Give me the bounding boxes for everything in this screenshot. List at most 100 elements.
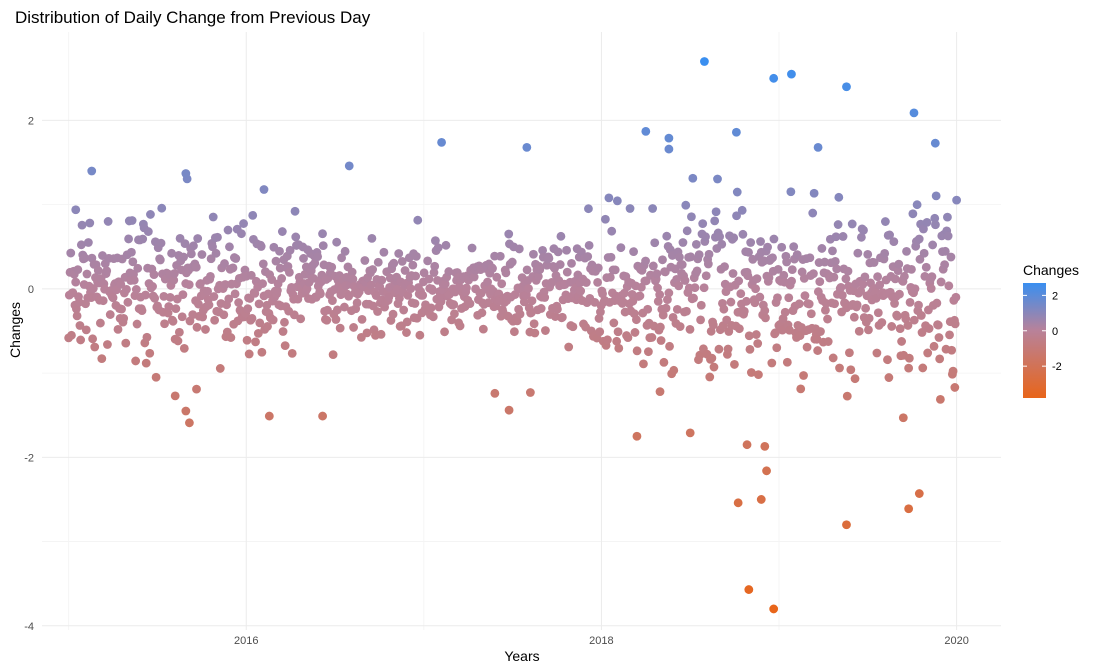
data-point [696, 315, 705, 325]
data-point [357, 314, 367, 324]
data-point [278, 327, 288, 336]
data-point [907, 264, 916, 274]
data-point [423, 256, 433, 266]
data-point [186, 249, 196, 259]
data-point [904, 353, 914, 363]
data-point [674, 281, 684, 291]
y-tick-label: -4 [24, 621, 34, 633]
data-point [179, 343, 189, 353]
data-point [843, 266, 853, 276]
data-point [149, 270, 159, 280]
data-point [123, 297, 133, 307]
data-point [400, 266, 410, 275]
data-point [360, 256, 370, 265]
data-point [786, 187, 796, 197]
data-point [522, 142, 532, 152]
data-point [512, 316, 522, 326]
data-point [418, 291, 428, 300]
data-point [148, 282, 157, 291]
data-point [691, 239, 701, 249]
data-point [555, 260, 565, 269]
data-point [437, 137, 446, 147]
data-point [892, 311, 902, 321]
data-point [700, 57, 709, 66]
data-point [704, 249, 714, 259]
data-point [444, 267, 454, 276]
data-point [246, 270, 256, 280]
data-point [318, 229, 327, 239]
data-point [399, 305, 409, 315]
data-point [887, 322, 897, 331]
data-point [433, 243, 443, 253]
data-point [698, 219, 708, 229]
data-point [864, 313, 874, 323]
data-point [525, 388, 535, 397]
data-point [368, 265, 378, 274]
data-point [501, 268, 511, 278]
data-point [157, 203, 167, 213]
data-point [497, 279, 507, 289]
data-point [750, 298, 760, 308]
data-point [616, 243, 626, 253]
data-point [273, 286, 282, 295]
data-point [655, 290, 665, 300]
data-point [701, 271, 711, 281]
data-point [208, 242, 217, 252]
data-point [904, 504, 914, 514]
data-point [564, 342, 574, 352]
data-point [919, 224, 928, 234]
data-point [643, 304, 653, 314]
data-point [203, 286, 212, 296]
data-point [191, 262, 201, 272]
data-point [289, 310, 299, 320]
data-point [121, 338, 131, 348]
data-point [612, 336, 622, 346]
data-point [927, 272, 937, 282]
points-layer [64, 57, 961, 614]
data-point [655, 387, 665, 397]
data-point [296, 314, 306, 324]
data-point [71, 205, 81, 215]
data-point [929, 341, 939, 351]
data-point [285, 245, 295, 255]
data-point [259, 185, 269, 194]
data-point [389, 258, 399, 268]
data-point [877, 318, 887, 327]
data-point [916, 311, 926, 320]
data-point [331, 315, 341, 324]
data-point [787, 69, 796, 79]
data-point [787, 276, 796, 286]
data-point [593, 263, 603, 273]
data-point [122, 284, 131, 294]
data-point [850, 374, 860, 384]
data-point [847, 219, 857, 229]
data-point [884, 373, 894, 382]
data-point [828, 246, 837, 256]
data-point [80, 253, 90, 263]
data-point [658, 310, 668, 320]
data-point [656, 336, 666, 345]
data-point [553, 304, 562, 314]
data-point [869, 258, 879, 267]
data-point [736, 289, 746, 299]
data-point [813, 346, 823, 355]
data-point [685, 325, 695, 334]
data-point [763, 242, 772, 252]
data-point [127, 247, 136, 257]
data-point [177, 312, 187, 322]
data-point [914, 234, 924, 244]
data-point [607, 226, 617, 236]
data-point [98, 296, 108, 306]
data-point [755, 292, 765, 302]
data-point [210, 315, 220, 325]
data-point [831, 232, 841, 242]
data-point [411, 251, 421, 261]
data-point [163, 308, 173, 318]
data-point [129, 275, 139, 285]
data-point [352, 298, 362, 308]
data-point [160, 319, 169, 329]
data-point [873, 308, 883, 318]
data-point [739, 306, 749, 316]
data-point [726, 297, 736, 307]
data-point [777, 325, 787, 335]
